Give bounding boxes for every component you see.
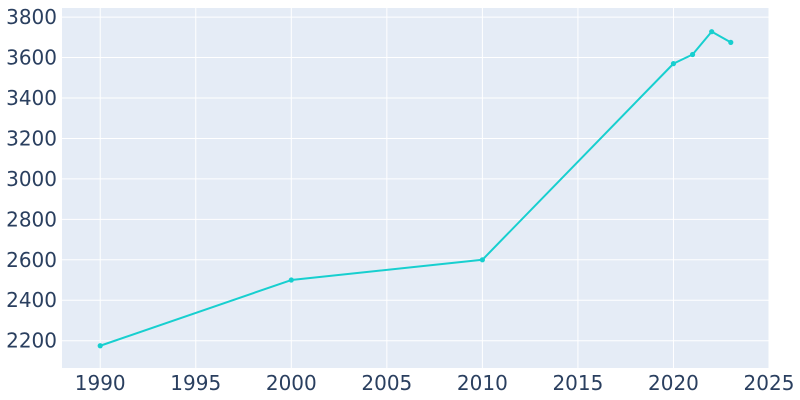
data-point-2010 bbox=[479, 257, 485, 263]
plot-area bbox=[62, 8, 769, 368]
data-point-2022 bbox=[709, 29, 715, 35]
y-tick-label: 3200 bbox=[6, 126, 57, 150]
series-group bbox=[97, 29, 734, 349]
y-gridlines bbox=[62, 16, 769, 342]
data-point-1990 bbox=[97, 343, 103, 349]
y-tick-label: 2800 bbox=[6, 207, 57, 231]
x-tick-label: 2015 bbox=[552, 371, 603, 395]
data-point-2021 bbox=[689, 51, 696, 58]
y-tick-label: 3600 bbox=[6, 46, 57, 70]
x-tick-label: 2020 bbox=[648, 371, 699, 395]
x-tick-label: 1995 bbox=[170, 371, 221, 395]
y-tick-label: 2400 bbox=[6, 288, 57, 312]
x-tick-label: 2005 bbox=[361, 371, 412, 395]
data-point-2000 bbox=[288, 277, 294, 283]
x-tick-label: 1990 bbox=[75, 371, 126, 395]
y-axis-ticks: 2200 2400 2600 2800 3000 3200 3400 3600 3800 bbox=[6, 5, 57, 353]
y-tick-label: 3800 bbox=[6, 5, 57, 29]
x-tick-label: 2010 bbox=[457, 371, 508, 395]
data-point-2023 bbox=[728, 39, 734, 45]
y-tick-label: 2600 bbox=[6, 248, 57, 272]
data-point-2020 bbox=[670, 61, 677, 67]
y-tick-label: 2200 bbox=[6, 329, 57, 353]
x-tick-label: 2000 bbox=[266, 371, 317, 395]
y-tick-label: 3400 bbox=[6, 86, 57, 110]
x-tick-label: 2025 bbox=[744, 371, 795, 395]
x-gridlines bbox=[99, 8, 770, 368]
x-axis-ticks: 1990 1995 2000 2005 2010 2015 2020 2025 bbox=[75, 371, 795, 395]
y-tick-label: 3000 bbox=[6, 167, 57, 191]
